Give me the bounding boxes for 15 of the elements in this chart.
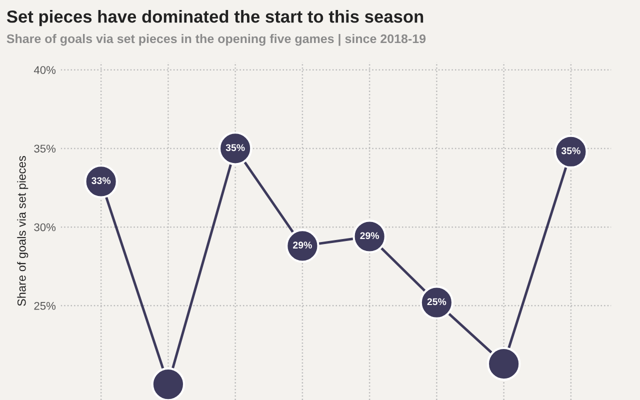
data-label: 33% xyxy=(92,177,111,184)
y-axis-title: Share of goals via set pieces xyxy=(17,156,28,306)
y-tick-label: 40% xyxy=(34,66,56,74)
data-label: 35% xyxy=(561,147,580,154)
chart-title: Set pieces have dominated the start to this season xyxy=(6,10,424,26)
y-tick-label: 30% xyxy=(34,223,56,232)
point xyxy=(151,367,186,400)
y-tick-label: 35% xyxy=(34,144,56,153)
data-label: 25% xyxy=(427,298,446,306)
y-tick-label: 25% xyxy=(34,302,56,310)
data-label: 35% xyxy=(226,144,245,152)
point xyxy=(486,346,521,381)
chart-subtitle: Share of goals via set pieces in the opening five games | since 2018-19 xyxy=(6,34,426,46)
data-label: 29% xyxy=(360,232,380,240)
data-label: 29% xyxy=(293,242,312,249)
